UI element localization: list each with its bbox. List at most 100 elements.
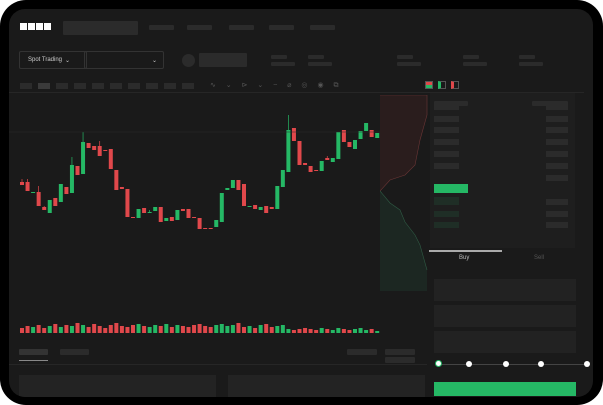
- orderbook-bids-icon[interactable]: [438, 81, 446, 89]
- candle: [108, 149, 113, 169]
- candle: [136, 209, 141, 218]
- tab-open-orders[interactable]: [19, 349, 48, 355]
- stat-label: [519, 55, 535, 59]
- candle-body: [42, 207, 47, 210]
- candle-body: [25, 182, 30, 191]
- candle-body: [64, 187, 69, 194]
- orderbook-row: [546, 175, 568, 181]
- orderbook-amount: [546, 211, 568, 217]
- tab-sell[interactable]: Sell: [534, 255, 545, 261]
- nav-item[interactable]: [149, 25, 174, 30]
- timeframe-button[interactable]: [20, 83, 32, 89]
- filter-control[interactable]: [347, 349, 377, 355]
- orderbook-both-icon[interactable]: [425, 81, 433, 89]
- volume-bar: [164, 324, 169, 333]
- filter-control[interactable]: [385, 349, 415, 355]
- timeframe-button[interactable]: [56, 83, 68, 89]
- nav-item[interactable]: [229, 25, 254, 30]
- candle-body: [203, 228, 208, 229]
- candle: [236, 180, 241, 190]
- candle: [275, 186, 280, 209]
- buy-submit-button[interactable]: [434, 382, 576, 396]
- candle: [319, 161, 324, 171]
- volume-bar: [330, 330, 335, 333]
- percent-slider-track[interactable]: [437, 364, 587, 365]
- timeframe-button[interactable]: [146, 83, 158, 89]
- candle: [253, 205, 258, 209]
- tab-buy[interactable]: Buy: [459, 255, 470, 261]
- candle-body: [369, 130, 374, 137]
- timeframe-button[interactable]: [164, 83, 176, 89]
- candle: [47, 200, 52, 213]
- orderbook-price[interactable]: [434, 139, 459, 145]
- candlestick-chart[interactable]: [9, 93, 429, 333]
- timeframe-button[interactable]: [128, 83, 140, 89]
- volume-bar: [280, 325, 285, 333]
- pair-dropdown[interactable]: ⌄: [84, 51, 164, 69]
- candle: [158, 207, 163, 222]
- candle-body: [230, 180, 235, 188]
- volume-bar: [31, 327, 36, 333]
- slider-step-25[interactable]: [466, 361, 472, 367]
- volume-bar: [297, 329, 302, 333]
- nav-item[interactable]: [187, 25, 212, 30]
- divider: [9, 364, 427, 365]
- stat-value: [519, 62, 543, 66]
- candle-body: [297, 141, 302, 165]
- volume-bar: [108, 325, 113, 333]
- total-input[interactable]: [434, 331, 576, 353]
- orderbook-price[interactable]: [434, 116, 459, 122]
- volume-bar: [103, 328, 108, 333]
- slider-step-50[interactable]: [503, 361, 509, 367]
- orderbook-price[interactable]: [434, 211, 459, 217]
- volume-bar: [341, 329, 346, 333]
- timeframe-button[interactable]: [74, 83, 86, 89]
- candle-body: [242, 184, 246, 206]
- volume-bar: [319, 328, 324, 333]
- nav-item[interactable]: [269, 25, 294, 30]
- search-bar[interactable]: [63, 21, 138, 35]
- slider-step-75[interactable]: [538, 361, 544, 367]
- orderbook-price[interactable]: [434, 104, 459, 110]
- spot-trading-dropdown[interactable]: Spot Trading ⌄: [19, 51, 87, 69]
- candle-body: [208, 228, 213, 229]
- timeframe-button[interactable]: [92, 83, 104, 89]
- volume-bar: [114, 323, 119, 333]
- orderbook-price[interactable]: [434, 151, 459, 157]
- orderbook-amount: [546, 151, 568, 157]
- nav-item[interactable]: [310, 25, 335, 30]
- volume-bar: [203, 326, 208, 333]
- candle-body: [180, 209, 185, 211]
- tab-order-history[interactable]: [60, 349, 89, 355]
- candle-body: [108, 149, 113, 169]
- candle-body: [308, 166, 313, 172]
- slider-step-100[interactable]: [584, 361, 590, 367]
- volume-bar: [314, 330, 319, 333]
- timeframe-button[interactable]: [110, 83, 122, 89]
- candle: [336, 132, 341, 159]
- slider-handle[interactable]: [435, 360, 442, 367]
- amount-input[interactable]: [434, 305, 576, 327]
- drawing-tools[interactable]: ∿ ⌄ ⊳ ⌄ ~ ⌀ ◎ ◉ ⧉: [210, 82, 343, 89]
- orderbook-row: [434, 197, 459, 203]
- candle: [325, 156, 330, 160]
- volume-bar: [369, 329, 374, 333]
- candle: [58, 184, 63, 202]
- candle: [86, 143, 91, 148]
- orderbook-asks-icon[interactable]: [451, 81, 459, 89]
- orderbook-price[interactable]: [434, 163, 459, 169]
- price-input[interactable]: [434, 279, 576, 301]
- timeframe-button[interactable]: [38, 83, 50, 89]
- candle: [31, 192, 36, 193]
- candle-body: [225, 188, 230, 190]
- candle-body: [336, 132, 341, 159]
- volume-bar: [64, 325, 69, 333]
- chart-control[interactable]: [385, 357, 415, 363]
- candle: [169, 217, 174, 221]
- timeframe-button[interactable]: [182, 83, 194, 89]
- orderbook-price[interactable]: [434, 222, 459, 228]
- candle-body: [142, 208, 147, 213]
- orderbook-price[interactable]: [434, 127, 459, 133]
- volume-bar: [180, 326, 185, 333]
